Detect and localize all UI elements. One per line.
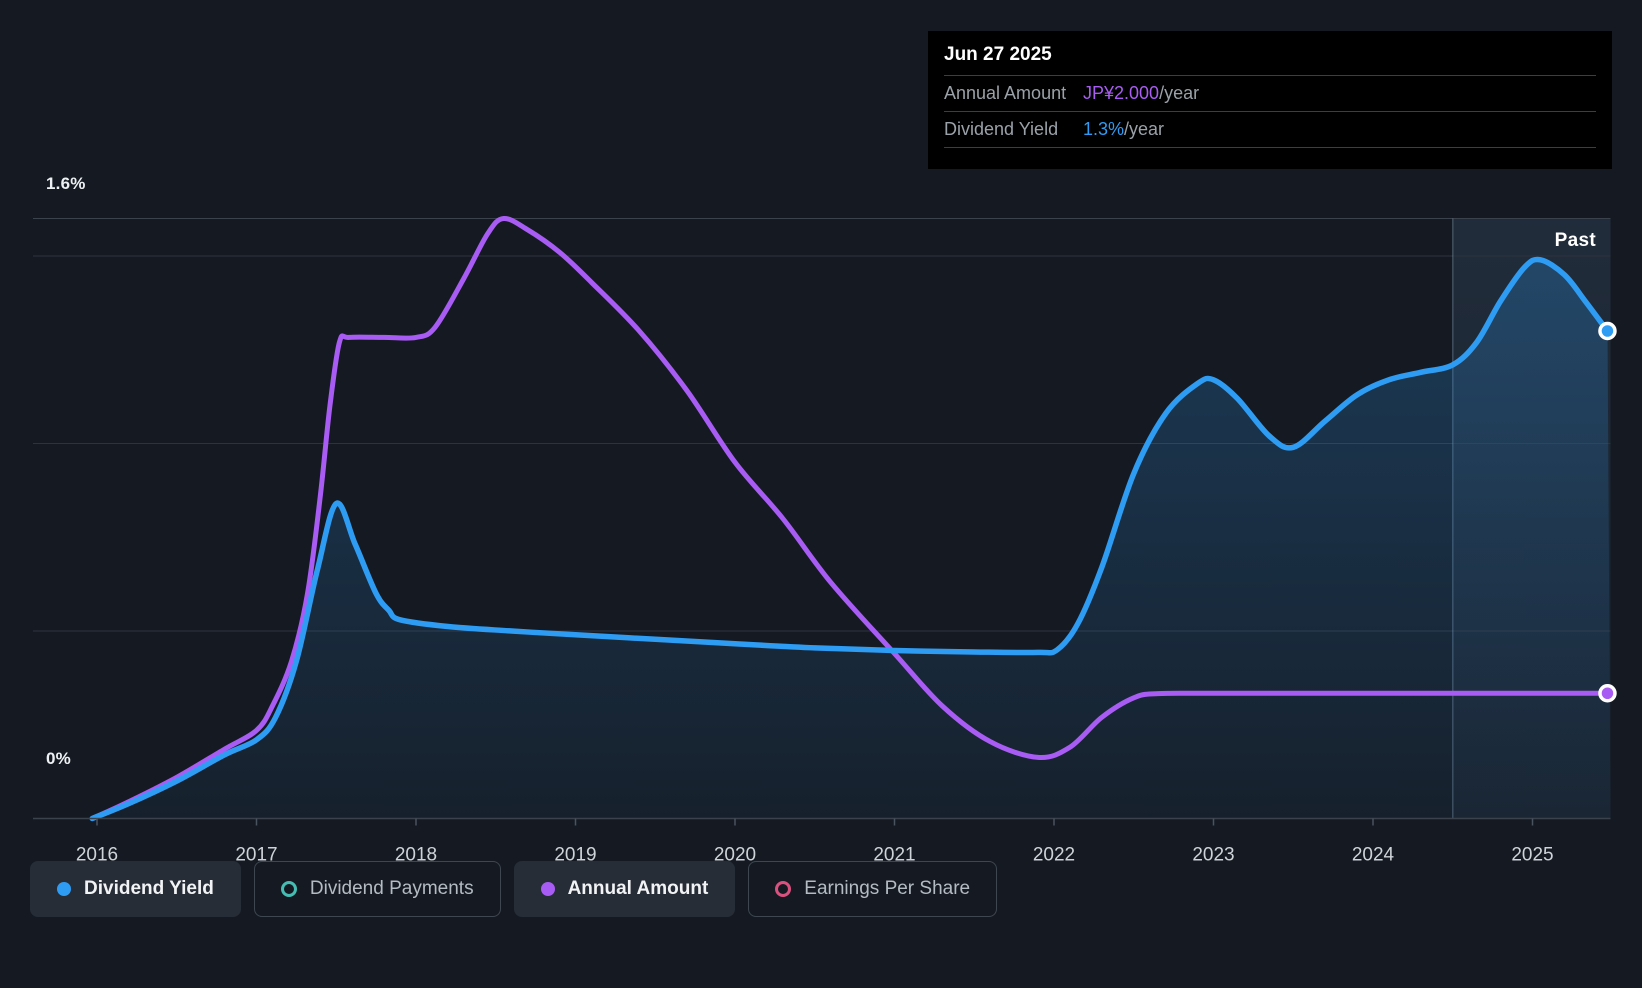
x-axis-label: 2016	[76, 845, 118, 866]
dividend-yield-line	[89, 256, 1611, 822]
tooltip-value-suffix: /year	[1159, 83, 1200, 103]
legend-label: Annual Amount	[567, 878, 709, 899]
dividend-yield-area	[92, 259, 1611, 819]
dividend-yield-end-marker	[1598, 321, 1617, 341]
series-dot-icon	[57, 882, 71, 896]
tooltip-value: 1.3%	[1083, 119, 1125, 139]
legend-button-earnings-per-share[interactable]: Earnings Per Share	[748, 861, 998, 917]
past-annotation-label: Past	[1554, 230, 1596, 251]
tooltip-row-annual-amount: Annual Amount JP¥2.000/year	[928, 76, 1612, 111]
tooltip-label: Annual Amount	[944, 83, 1067, 103]
series-dot-icon	[540, 882, 555, 896]
tooltip-value: JP¥2.000	[1083, 83, 1160, 103]
x-axis-label: 2022	[1033, 845, 1075, 866]
y-axis-zero-label: 0%	[46, 749, 71, 768]
tooltip-row-dividend-yield: Dividend Yield 1.3%/year	[928, 112, 1612, 147]
x-axis-label: 2019	[554, 845, 596, 866]
legend-button-dividend-yield[interactable]: Dividend Yield	[30, 861, 241, 917]
tooltip-separator	[944, 147, 1596, 148]
x-axis-label: 2023	[1192, 845, 1234, 866]
series-ring-icon	[280, 881, 297, 897]
legend-label: Dividend Yield	[84, 878, 214, 899]
tooltip-label: Dividend Yield	[944, 119, 1059, 139]
legend-button-dividend-payments[interactable]: Dividend Payments	[253, 861, 501, 917]
series-ring-icon	[775, 881, 792, 897]
tooltip-separator	[944, 111, 1596, 112]
annual-amount-end-marker	[1598, 684, 1617, 703]
annual-amount-line	[89, 215, 1610, 821]
x-axis-label: 2024	[1352, 845, 1395, 866]
series-legend: Dividend Yield Dividend Payments Annual Am…	[30, 861, 998, 917]
tooltip-date: Jun 27 2025	[944, 44, 1052, 65]
legend-label: Earnings Per Share	[804, 878, 971, 899]
tooltip-separator	[944, 75, 1596, 76]
x-axis-label: 2025	[1511, 845, 1553, 866]
legend-label: Dividend Payments	[309, 878, 474, 899]
x-axis-label: 2017	[235, 845, 277, 866]
tooltip-value-suffix: /year	[1124, 119, 1165, 139]
x-axis-label: 2018	[395, 845, 437, 866]
legend-button-annual-amount[interactable]: Annual Amount	[513, 861, 736, 917]
x-axis: 2016 2017 2018 2019 2020 2021 2022 2023 2024 2025	[33, 817, 1611, 866]
y-axis-max-label: 1.6%	[46, 174, 86, 193]
x-axis-label: 2020	[714, 845, 756, 866]
chart-tooltip: Jun 27 2025 Annual Amount JP¥2.000/year …	[928, 31, 1612, 169]
x-axis-label: 2021	[873, 845, 915, 866]
